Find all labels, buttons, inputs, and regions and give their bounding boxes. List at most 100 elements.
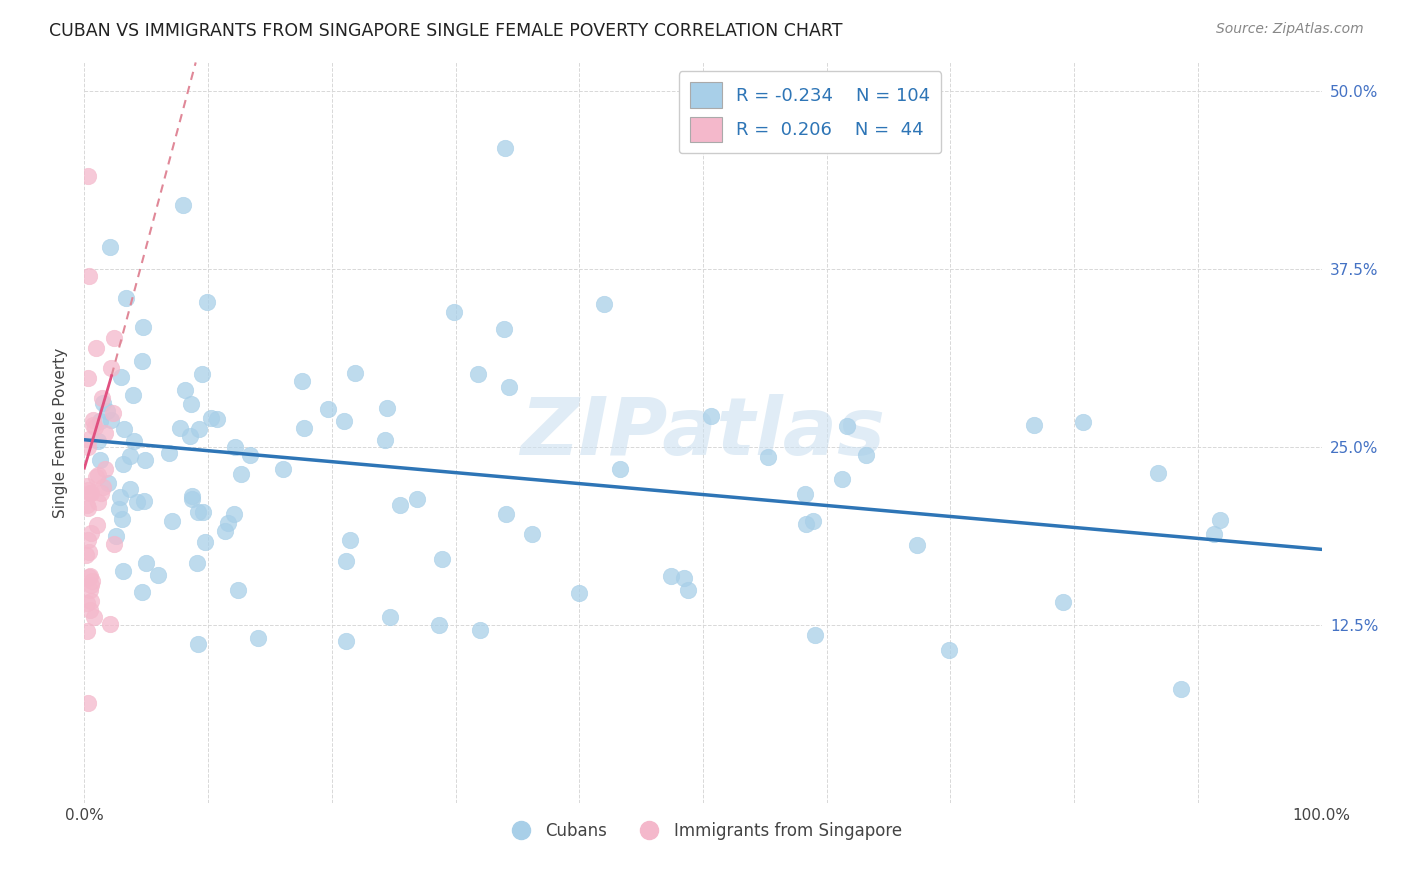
Point — [1146, 466, 1168, 480]
Point — [79, 525, 101, 540]
Point — [112, 422, 135, 436]
Point — [380, 610, 402, 624]
Point — [110, 512, 132, 526]
Point — [76, 478, 98, 492]
Point — [794, 517, 817, 532]
Point — [467, 367, 489, 381]
Point — [89, 453, 111, 467]
Point — [120, 483, 142, 497]
Point — [80, 577, 103, 591]
Text: Source: ZipAtlas.com: Source: ZipAtlas.com — [1216, 22, 1364, 37]
Point — [131, 585, 153, 599]
Point — [214, 524, 236, 538]
Point — [181, 491, 204, 506]
Point — [94, 462, 117, 476]
Point — [271, 461, 294, 475]
Point — [100, 413, 122, 427]
Point — [432, 552, 454, 566]
Point — [291, 374, 314, 388]
Point — [186, 556, 208, 570]
Point — [97, 475, 120, 490]
Point — [831, 472, 853, 486]
Point — [373, 433, 395, 447]
Point — [756, 450, 779, 464]
Point — [316, 402, 339, 417]
Point — [89, 414, 111, 428]
Point — [794, 487, 817, 501]
Point — [205, 412, 228, 426]
Point — [77, 370, 100, 384]
Point — [405, 491, 427, 506]
Point — [84, 420, 107, 434]
Point — [169, 421, 191, 435]
Point — [134, 453, 156, 467]
Point — [568, 586, 591, 600]
Point — [122, 434, 145, 448]
Legend: Cubans, Immigrants from Singapore: Cubans, Immigrants from Singapore — [498, 815, 908, 847]
Point — [247, 631, 270, 645]
Point — [388, 498, 411, 512]
Point — [1052, 595, 1074, 609]
Point — [76, 500, 98, 515]
Point — [835, 419, 858, 434]
Point — [135, 556, 157, 570]
Point — [132, 494, 155, 508]
Point — [76, 596, 98, 610]
Point — [82, 418, 104, 433]
Point — [89, 486, 111, 500]
Point — [661, 569, 683, 583]
Point — [84, 341, 107, 355]
Point — [101, 407, 124, 421]
Point — [700, 409, 723, 424]
Point — [96, 404, 118, 418]
Point — [231, 467, 253, 481]
Point — [98, 616, 121, 631]
Point — [90, 392, 112, 406]
Point — [86, 495, 108, 509]
Point — [1202, 527, 1225, 541]
Point — [179, 429, 201, 443]
Point — [222, 507, 245, 521]
Text: CUBAN VS IMMIGRANTS FROM SINGAPORE SINGLE FEMALE POVERTY CORRELATION CHART: CUBAN VS IMMIGRANTS FROM SINGAPORE SINGL… — [49, 22, 842, 40]
Point — [1209, 513, 1232, 527]
Point — [1170, 681, 1192, 696]
Point — [292, 420, 315, 434]
Point — [1071, 415, 1094, 429]
Point — [468, 623, 491, 637]
Point — [593, 297, 616, 311]
Point — [76, 498, 98, 512]
Point — [76, 624, 98, 639]
Point — [375, 401, 398, 416]
Point — [76, 533, 98, 548]
Point — [98, 240, 121, 254]
Point — [938, 643, 960, 657]
Point — [77, 696, 100, 710]
Point — [75, 548, 97, 562]
Point — [77, 440, 100, 454]
Point — [157, 445, 180, 459]
Point — [187, 505, 209, 519]
Point — [187, 637, 209, 651]
Point — [443, 304, 465, 318]
Point — [181, 489, 204, 503]
Point — [180, 397, 202, 411]
Point — [188, 422, 211, 436]
Point — [80, 593, 103, 607]
Point — [86, 518, 108, 533]
Point — [678, 582, 700, 597]
Point — [217, 516, 239, 530]
Point — [335, 634, 357, 648]
Point — [172, 198, 194, 212]
Y-axis label: Single Female Poverty: Single Female Poverty — [52, 348, 67, 517]
Point — [609, 462, 631, 476]
Point — [333, 414, 356, 428]
Text: ZIPatlas: ZIPatlas — [520, 393, 886, 472]
Point — [498, 380, 520, 394]
Point — [79, 569, 101, 583]
Point — [80, 574, 103, 588]
Point — [672, 571, 695, 585]
Point — [91, 480, 114, 494]
Point — [111, 564, 134, 578]
Point — [522, 527, 544, 541]
Point — [79, 603, 101, 617]
